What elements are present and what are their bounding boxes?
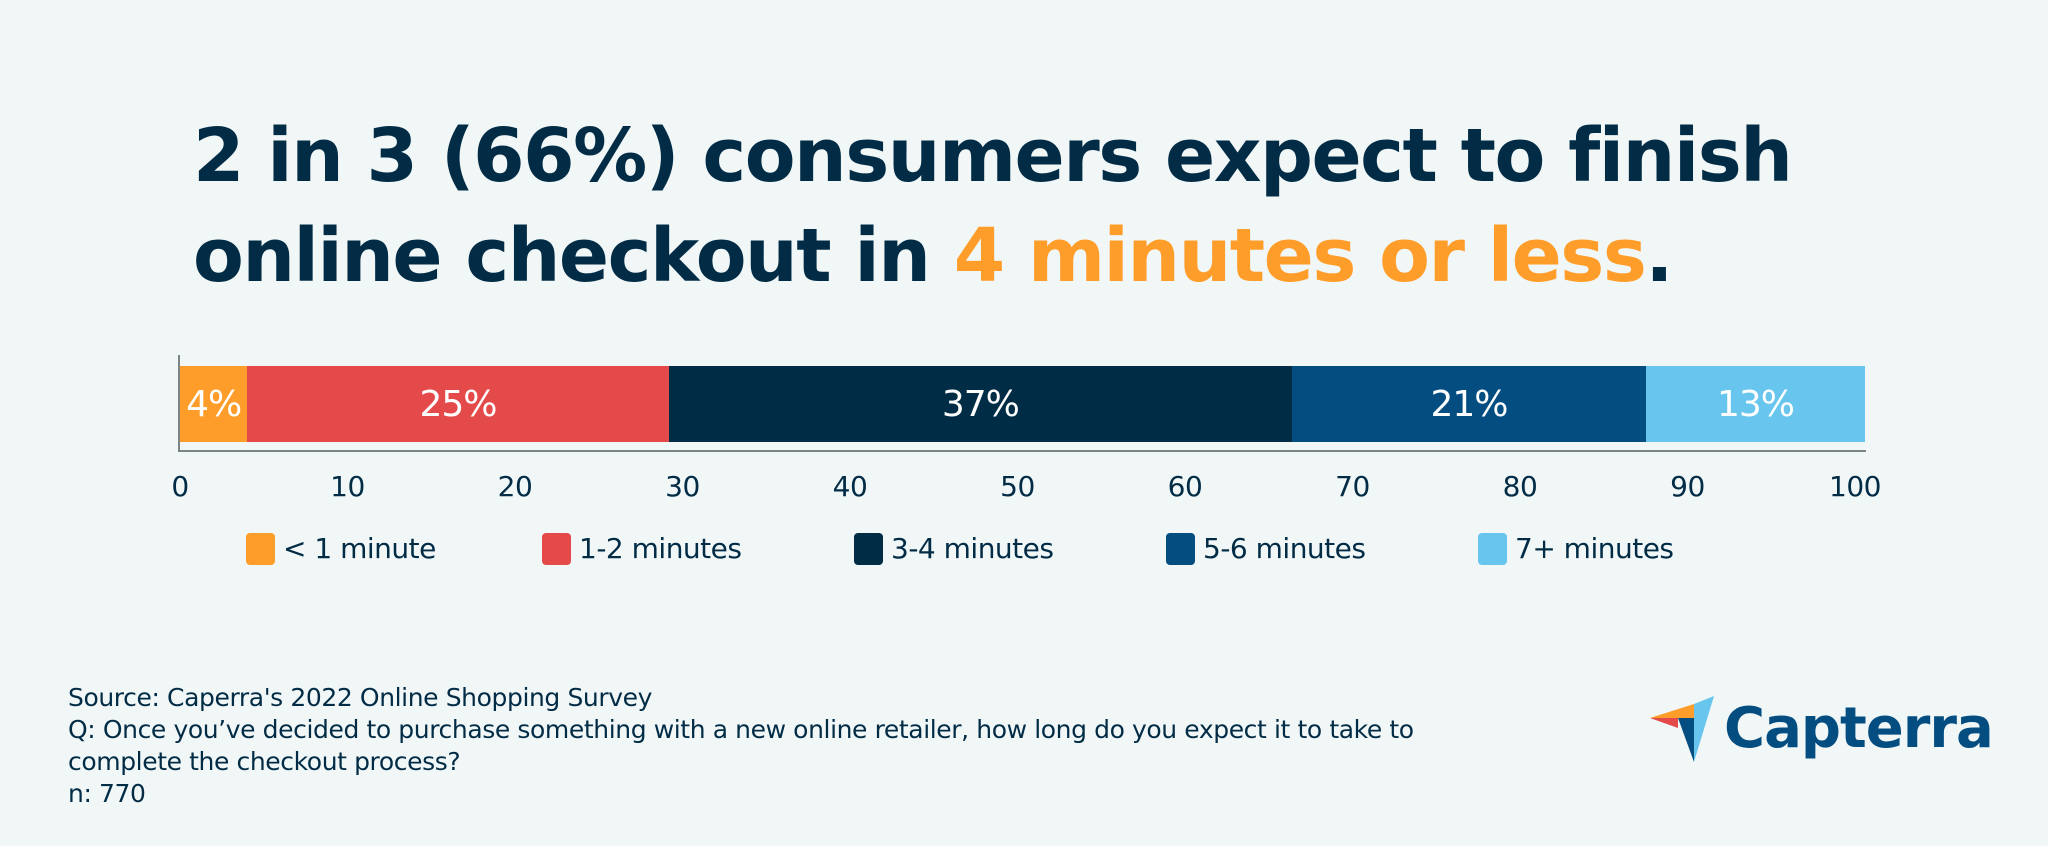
capterra-wordmark: Capterra (1724, 695, 1994, 761)
question-line-1: Q: Once you’ve decided to purchase somet… (68, 715, 1414, 744)
legend-item: 7+ minutes (1478, 532, 1674, 565)
segment-value-label: 21% (1430, 383, 1508, 425)
legend-item: 3-4 minutes (854, 532, 1054, 565)
x-tick-label: 60 (1167, 470, 1203, 503)
x-tick-label: 100 (1829, 470, 1881, 503)
x-tick-label: 50 (1000, 470, 1035, 503)
legend: < 1 minute 1-2 minutes 3-4 minutes 5-6 minu… (246, 532, 1946, 572)
source-note: Source: Caperra's 2022 Online Shopping S… (68, 683, 653, 712)
bar-segment: 21% (1292, 366, 1646, 442)
legend-swatch-icon (542, 532, 571, 565)
x-tick-label: 40 (832, 470, 868, 503)
segment-value-label: 37% (941, 383, 1020, 425)
segment-value-label: 4% (186, 383, 242, 425)
headline-highlight: 4 minutes or less (953, 213, 1647, 299)
x-axis-ticks: 0 10 20 30 40 50 60 70 80 90 100 (0, 470, 2048, 510)
sample-size: n: 770 (68, 779, 146, 808)
bar-segment: 13% (1645, 366, 1865, 442)
legend-label: 5-6 minutes (1203, 532, 1366, 565)
x-tick-label: 0 (171, 470, 189, 503)
x-tick-label: 10 (330, 470, 365, 503)
bar-segment: 4% (180, 366, 248, 442)
headline: 2 in 3 (66%) consumers expect to finish … (193, 106, 1893, 306)
bar-track: 4% 25% 37% 21% 13% (180, 366, 1865, 442)
bar-segment: 37% (668, 366, 1293, 442)
legend-swatch-icon (246, 532, 275, 565)
legend-swatch-icon (1166, 532, 1195, 565)
headline-text: 2 in 3 (66%) consumers expect to finish … (193, 113, 1793, 299)
headline-period: . (1645, 213, 1673, 299)
stacked-bar-chart: 4% 25% 37% 21% 13% 0 10 20 30 40 50 60 70 80 90 100 < … (0, 355, 2048, 572)
capterra-arrow-icon (1650, 696, 1714, 762)
legend-label: < 1 minute (283, 532, 436, 565)
segment-value-label: 25% (419, 383, 498, 425)
legend-item: < 1 minute (246, 532, 436, 565)
y-axis-line (178, 355, 180, 451)
legend-item: 5-6 minutes (1166, 532, 1366, 565)
question-line-2: complete the checkout process? (68, 747, 461, 776)
x-tick-label: 30 (665, 470, 700, 503)
segment-value-label: 13% (1716, 383, 1795, 425)
legend-item: 1-2 minutes (542, 532, 742, 565)
legend-label: 7+ minutes (1515, 532, 1674, 565)
x-tick-label: 20 (497, 470, 533, 503)
footer-notes: Source: Caperra's 2022 Online Shopping S… (68, 682, 1414, 810)
bar-segment: 25% (247, 366, 669, 442)
legend-label: 3-4 minutes (891, 532, 1054, 565)
capterra-logo: Capterra (1648, 694, 1994, 762)
legend-swatch-icon (1478, 532, 1507, 565)
x-tick-label: 80 (1502, 470, 1538, 503)
x-axis-line (178, 450, 1866, 452)
legend-label: 1-2 minutes (579, 532, 742, 565)
legend-swatch-icon (854, 532, 883, 565)
x-tick-label: 90 (1670, 470, 1705, 503)
x-tick-label: 70 (1335, 470, 1370, 503)
